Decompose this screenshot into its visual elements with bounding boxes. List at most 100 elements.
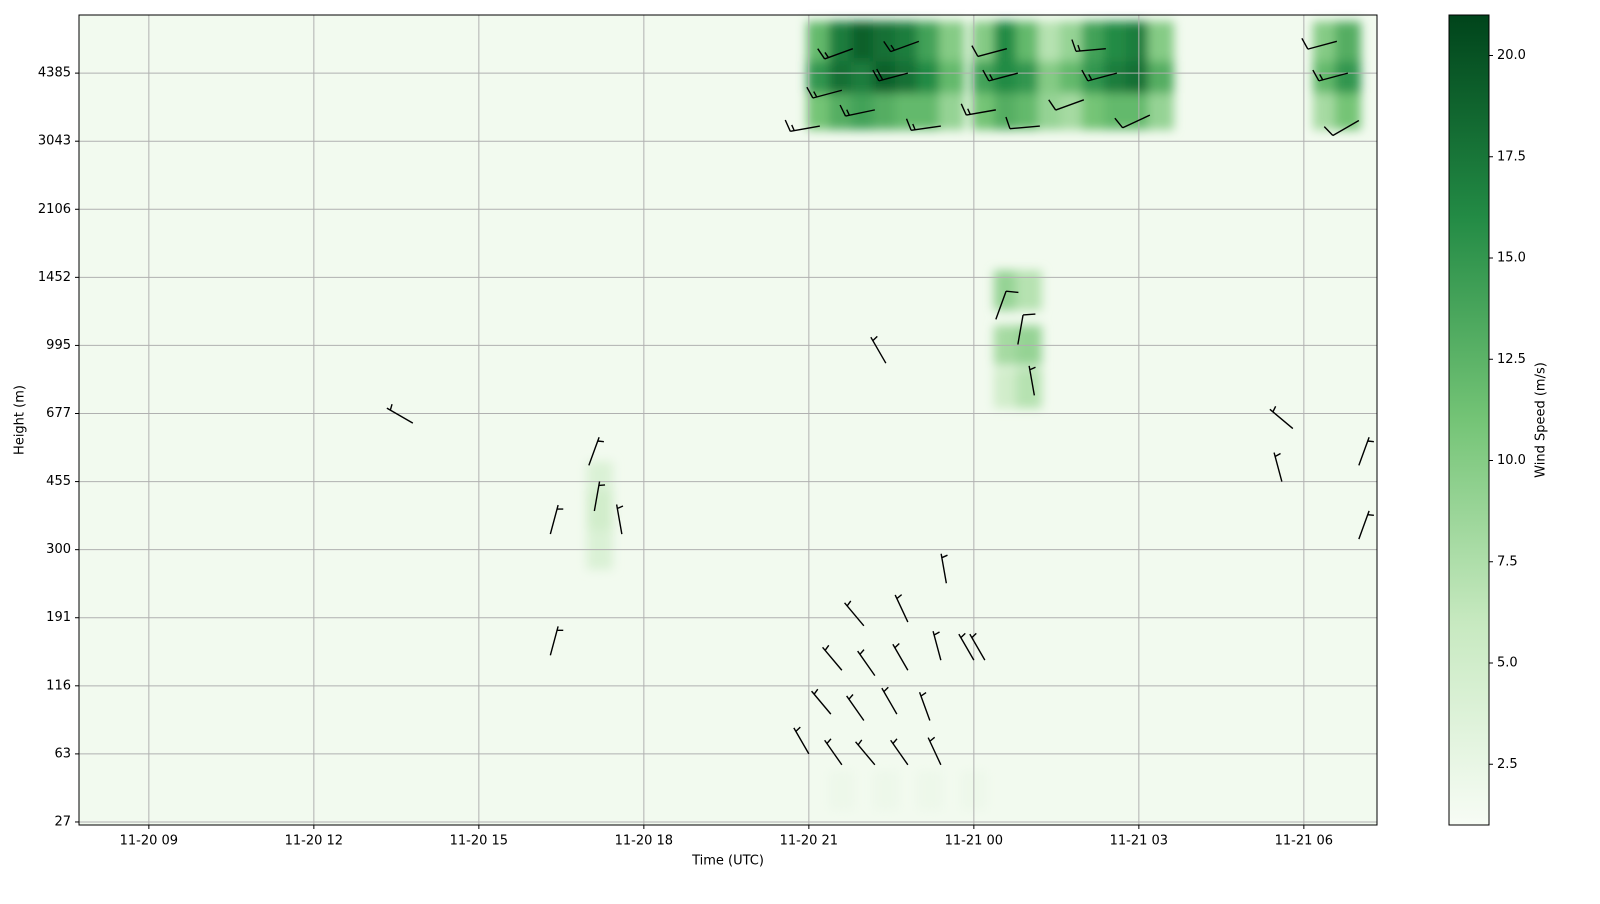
wind-barb <box>844 600 865 627</box>
colorbar-tick-label: 15.0 <box>1497 251 1526 266</box>
wind-barb <box>615 504 624 535</box>
wind-barb <box>1048 99 1085 111</box>
heat-cell <box>1103 89 1130 130</box>
y-tick-label: 4385 <box>38 66 71 81</box>
y-tick-label: 2106 <box>38 202 71 217</box>
wind-barb <box>958 632 975 661</box>
heat-cell <box>586 491 613 532</box>
wind-barb <box>971 45 1008 58</box>
heat-cell <box>872 21 899 62</box>
wind-barb <box>588 436 604 466</box>
heat-cell <box>1037 89 1064 130</box>
heat-cell <box>872 770 899 811</box>
x-tick-label: 11-20 21 <box>780 834 838 849</box>
wind-barb <box>839 104 875 117</box>
wind-barb <box>1323 119 1360 137</box>
y-tick-label: 995 <box>46 338 71 353</box>
heat-cell <box>1059 89 1086 130</box>
y-tick-label: 455 <box>46 474 71 489</box>
heat-cell <box>1334 89 1361 130</box>
heat-cell <box>993 21 1020 62</box>
wind-barb <box>1301 37 1338 50</box>
y-tick-label: 300 <box>46 542 71 557</box>
colorbar-tick-label: 10.0 <box>1497 453 1526 468</box>
heat-cell <box>872 89 899 130</box>
heat-cell <box>1081 21 1108 62</box>
wind-barb <box>905 118 941 131</box>
wind-barb <box>995 290 1019 320</box>
heat-cell <box>1334 21 1361 62</box>
x-tick-label: 11-20 09 <box>120 834 178 849</box>
wind-barbs <box>386 37 1374 766</box>
heat-cell <box>916 770 943 811</box>
x-tick-label: 11-20 12 <box>285 834 343 849</box>
heat-cell <box>1081 89 1108 130</box>
heat-cell <box>993 89 1020 130</box>
heat-cell <box>1147 21 1174 62</box>
wind-barb <box>784 119 820 132</box>
wind-barb <box>927 736 942 766</box>
wind-barb <box>1114 114 1151 129</box>
colorbar-tick-label: 2.5 <box>1497 757 1518 772</box>
wind-barb <box>1358 510 1374 540</box>
colorbar-tick-label: 17.5 <box>1497 149 1526 164</box>
y-tick-label: 116 <box>46 678 71 693</box>
x-tick-label: 11-21 06 <box>1275 834 1333 849</box>
wind-barb <box>883 40 920 53</box>
wind-barb <box>894 594 909 623</box>
x-axis-label: Time (UTC) <box>691 854 764 869</box>
wind-barb <box>1028 365 1036 396</box>
colorbar-tick-label: 12.5 <box>1497 352 1526 367</box>
heat-cell <box>850 21 877 62</box>
wind-barb <box>1071 39 1106 52</box>
colorbar-tick-label: 5.0 <box>1497 656 1518 671</box>
wind-barb <box>1005 116 1040 130</box>
x-tick-label: 11-20 18 <box>615 834 673 849</box>
wind-barb <box>1081 69 1118 82</box>
heat-cell <box>894 21 921 62</box>
plot-background <box>79 15 1377 825</box>
heat-cell <box>1015 270 1042 311</box>
colorbar-tick-label: 20.0 <box>1497 48 1526 63</box>
wind-barb <box>960 103 996 116</box>
wind-barb <box>969 632 986 661</box>
colorbar <box>1448 14 1490 826</box>
heat-cell <box>1015 89 1042 130</box>
heat-cell <box>1312 89 1339 130</box>
wind-barb <box>855 739 876 766</box>
colorbar-tick-label: 7.5 <box>1497 554 1518 569</box>
y-tick-label: 677 <box>46 406 71 421</box>
heat-cell <box>1147 89 1174 130</box>
wind-barb <box>872 68 909 82</box>
wind-barb <box>593 481 606 512</box>
wind-barb <box>870 335 887 364</box>
y-tick-label: 27 <box>54 814 71 829</box>
colorbar-label: Wind Speed (m/s) <box>1534 362 1549 478</box>
wind-barb <box>549 626 564 656</box>
heat-cell <box>938 21 965 62</box>
wind-barb <box>982 69 1019 82</box>
wind-barb <box>892 642 909 671</box>
wind-barb <box>386 403 414 424</box>
wind-barb <box>940 553 948 584</box>
wind-barb <box>549 504 564 535</box>
wind-barb <box>793 726 810 755</box>
grid <box>79 15 1377 825</box>
heat-cell <box>916 89 943 130</box>
x-tick-label: 11-21 00 <box>945 834 1003 849</box>
wind-barb <box>857 649 876 677</box>
wind-barb <box>811 688 832 715</box>
plot-frame <box>78 14 1378 826</box>
y-tick-label: 1452 <box>38 270 71 285</box>
heat-cell <box>1015 21 1042 62</box>
heat-cell <box>1015 368 1042 409</box>
wind-barb <box>1269 405 1294 430</box>
x-tick-label: 11-21 03 <box>1110 834 1168 849</box>
heat-cell <box>1103 21 1130 62</box>
heat-cell <box>938 89 965 130</box>
wind-barb <box>890 738 909 766</box>
wind-barb <box>1017 313 1036 345</box>
heat-cell <box>806 21 833 62</box>
wind-barb <box>1312 69 1349 82</box>
